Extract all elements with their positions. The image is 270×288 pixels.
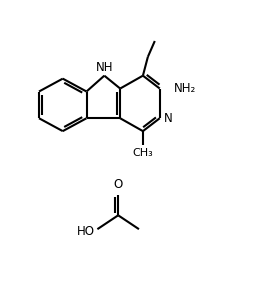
Text: CH₃: CH₃	[133, 148, 153, 158]
Text: NH₂: NH₂	[174, 82, 196, 95]
Text: HO: HO	[76, 225, 94, 238]
Text: O: O	[114, 177, 123, 191]
Text: NH: NH	[96, 61, 113, 74]
Text: N: N	[164, 112, 173, 125]
